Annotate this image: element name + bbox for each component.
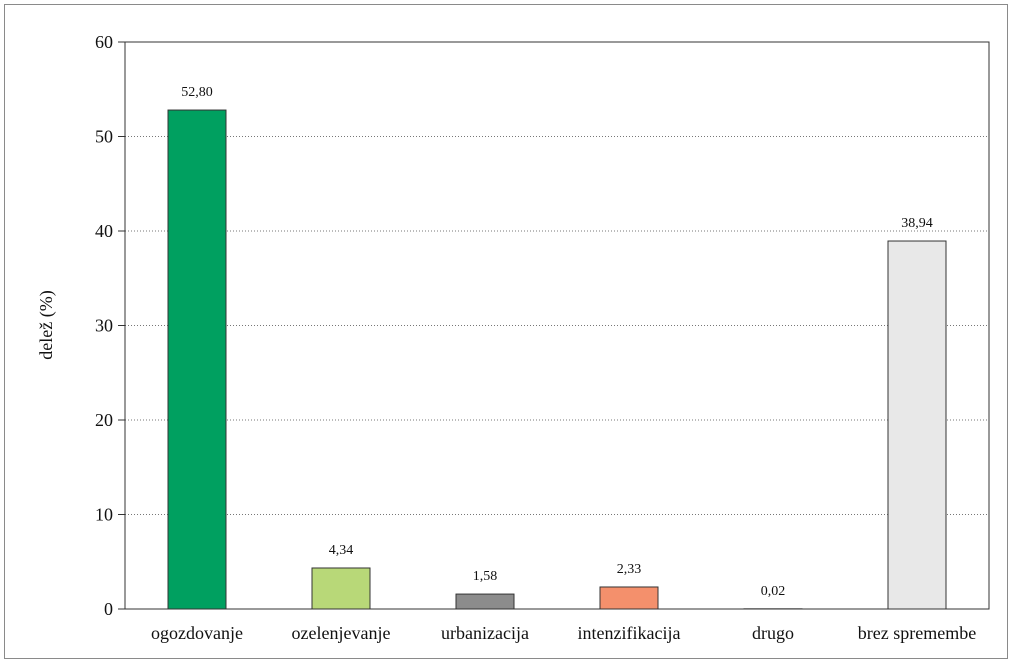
y-tick-label: 40 (95, 221, 113, 241)
data-label: 52,80 (181, 85, 213, 100)
y-tick-label: 0 (104, 599, 113, 619)
y-tick-label: 20 (95, 410, 113, 430)
data-label: 4,34 (329, 543, 354, 558)
y-tick-label: 60 (95, 32, 113, 52)
y-axis-label: delež (%) (36, 290, 57, 359)
x-tick-label: ogozdovanje (151, 623, 243, 643)
data-label: 0,02 (761, 584, 786, 599)
x-tick-label: brez spremembe (858, 623, 976, 643)
y-tick-label: 30 (95, 316, 113, 336)
bar-intenzifikacija (599, 586, 659, 610)
data-label: 2,33 (617, 562, 642, 577)
bar-urbanizacija (455, 593, 515, 610)
x-tick-label: intenzifikacija (578, 623, 681, 643)
bar-ozelenjevanje (311, 567, 371, 610)
bar-ogozdovanje (167, 109, 227, 610)
x-tick-label: urbanizacija (441, 623, 529, 643)
bars (167, 109, 947, 610)
data-label: 38,94 (901, 216, 933, 231)
bar-brez-spremembe (887, 240, 947, 610)
x-axis: ogozdovanje ozelenjevanje urbanizacija inte… (151, 623, 976, 643)
grid-lines (125, 136, 989, 515)
data-labels: 52,80 4,34 1,58 2,33 0,02 38,94 (181, 85, 933, 599)
y-axis: 0 10 20 30 40 50 60 (95, 32, 125, 619)
y-tick-label: 10 (95, 505, 113, 525)
y-tick-label: 50 (95, 127, 113, 147)
x-tick-label: drugo (752, 623, 794, 643)
x-tick-label: ozelenjevanje (292, 623, 391, 643)
data-label: 1,58 (473, 569, 498, 584)
